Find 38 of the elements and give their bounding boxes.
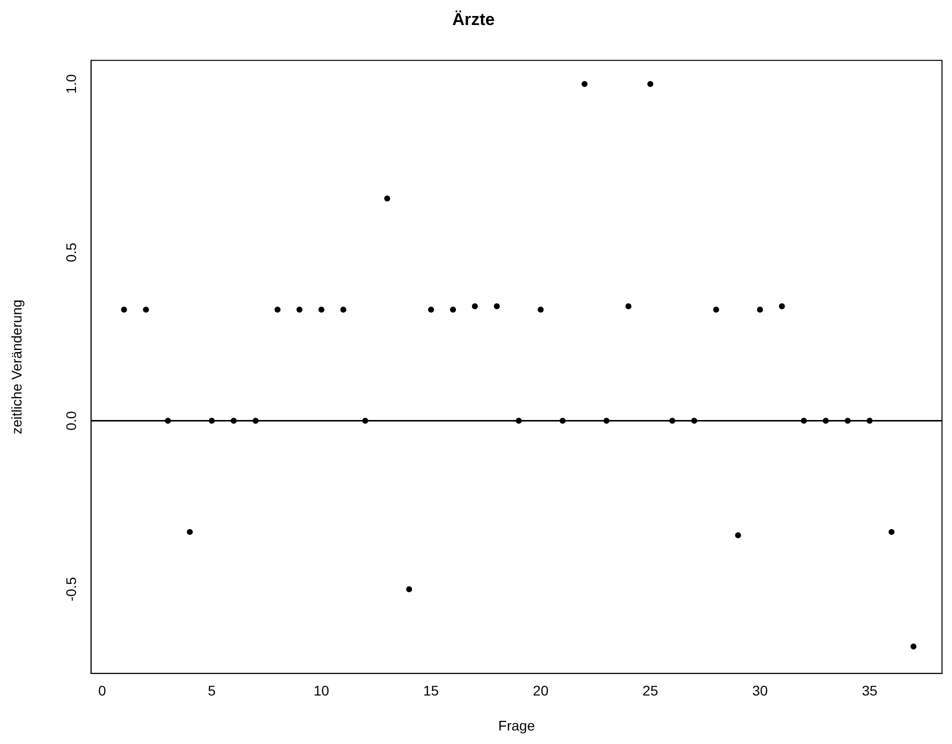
point — [340, 306, 346, 313]
x-tick-label: 10 — [314, 682, 330, 699]
point — [647, 80, 654, 87]
y-axis-title: zeitliche Veränderung — [8, 300, 24, 434]
x-tick-label: 25 — [642, 682, 658, 699]
y-tick-label: 1.0 — [62, 74, 79, 94]
point — [384, 195, 390, 202]
point — [121, 306, 128, 313]
point — [428, 306, 434, 313]
x-tick-label: 30 — [752, 682, 768, 699]
point — [778, 303, 785, 310]
point — [186, 528, 193, 535]
point — [296, 306, 302, 313]
point — [450, 306, 456, 313]
y-tick-label: 0.5 — [62, 242, 79, 262]
point — [274, 306, 281, 313]
point — [625, 303, 632, 310]
point — [888, 528, 895, 535]
x-tick-label: 5 — [208, 682, 216, 699]
point — [713, 306, 720, 313]
point — [494, 303, 500, 310]
point — [538, 306, 544, 313]
point — [582, 80, 588, 87]
x-tick-label: 0 — [98, 682, 106, 699]
point — [735, 532, 742, 538]
y-tick-label: 0.0 — [62, 410, 79, 431]
chart-title: Ärzte — [452, 10, 495, 29]
point — [406, 586, 412, 592]
point — [472, 303, 478, 310]
x-axis-title: Frage — [498, 717, 536, 734]
x-tick-label: 20 — [532, 682, 549, 699]
x-tick-label: 15 — [423, 682, 440, 699]
y-tick-label: -0.5 — [62, 576, 79, 602]
point — [756, 306, 763, 313]
point — [318, 306, 324, 313]
x-tick-label: 35 — [862, 682, 878, 699]
point — [910, 643, 916, 650]
point — [142, 306, 149, 313]
